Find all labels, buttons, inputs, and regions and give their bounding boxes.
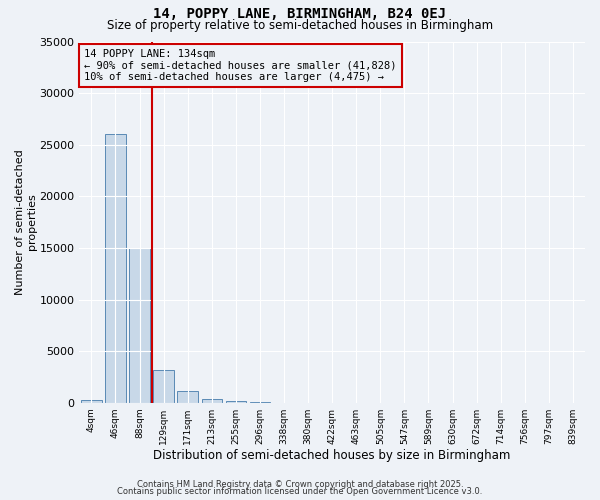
Bar: [130, 248, 150, 402]
Text: 14 POPPY LANE: 134sqm
← 90% of semi-detached houses are smaller (41,828)
10% of : 14 POPPY LANE: 134sqm ← 90% of semi-deta…: [85, 48, 397, 82]
Bar: [105, 134, 126, 402]
X-axis label: Distribution of semi-detached houses by size in Birmingham: Distribution of semi-detached houses by …: [154, 450, 511, 462]
Bar: [154, 370, 174, 402]
Text: Contains HM Land Registry data © Crown copyright and database right 2025.: Contains HM Land Registry data © Crown c…: [137, 480, 463, 489]
Y-axis label: Number of semi-detached
properties: Number of semi-detached properties: [15, 149, 37, 295]
Text: 14, POPPY LANE, BIRMINGHAM, B24 0EJ: 14, POPPY LANE, BIRMINGHAM, B24 0EJ: [154, 8, 446, 22]
Bar: [81, 400, 101, 402]
Bar: [178, 392, 198, 402]
Bar: [202, 398, 222, 402]
Text: Size of property relative to semi-detached houses in Birmingham: Size of property relative to semi-detach…: [107, 19, 493, 32]
Bar: [226, 401, 246, 402]
Text: Contains public sector information licensed under the Open Government Licence v3: Contains public sector information licen…: [118, 487, 482, 496]
